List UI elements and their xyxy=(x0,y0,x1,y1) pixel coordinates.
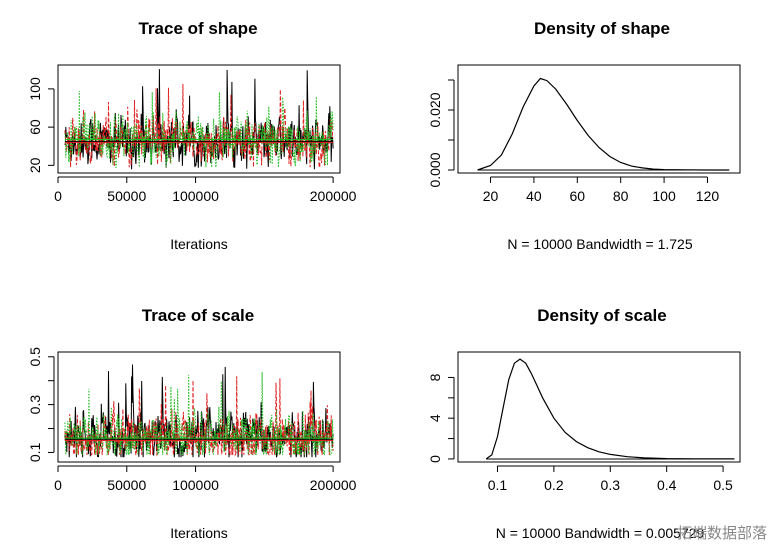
plot-frame xyxy=(457,351,741,463)
y-tick-label: 0.020 xyxy=(427,92,443,127)
x-axis-label: N = 10000 Bandwidth = 0.005729 xyxy=(496,525,705,541)
x-axis-group: 0.1 0.2 0.3 0.4 0.5 xyxy=(488,465,733,493)
y-tick-label: 0 xyxy=(427,455,443,463)
x-axis-label: Iterations xyxy=(170,525,228,541)
plot-frame xyxy=(57,351,341,463)
density-curve xyxy=(477,77,730,171)
chart-title: Trace of scale xyxy=(142,306,254,325)
x-tick-label: 50000 xyxy=(107,188,146,204)
running-mean-group xyxy=(64,437,334,441)
x-tick-label: 200000 xyxy=(310,477,357,493)
trace-series-group xyxy=(64,69,334,170)
y-axis-group: 0.1 0.3 0.5 xyxy=(27,347,55,462)
trace-line xyxy=(64,372,334,457)
y-axis-group: 0 4 8 xyxy=(427,373,455,463)
x-tick-label: 100000 xyxy=(172,188,219,204)
watermark-text: 拓端数据部落 xyxy=(676,524,767,542)
y-tick-label: 0.5 xyxy=(27,347,43,367)
chart-title: Trace of shape xyxy=(138,19,257,38)
density-curve-group xyxy=(477,77,730,171)
running-mean-group xyxy=(64,139,334,143)
x-tick-label: 20 xyxy=(483,188,499,204)
x-tick-label: 40 xyxy=(526,188,542,204)
y-tick-label: 0.000 xyxy=(427,152,443,187)
y-tick-label: 0.1 xyxy=(27,442,43,462)
x-tick-label: 60 xyxy=(570,188,586,204)
y-tick-label: 4 xyxy=(427,414,443,422)
panel-density-shape: Density of shape 20 40 60 80 100 120 0.0000.0… xyxy=(427,19,741,252)
trace-line xyxy=(64,90,334,168)
x-axis-group: 0 50000 100000 200000 xyxy=(54,465,357,493)
chart-title: Density of scale xyxy=(537,306,666,325)
trace-line xyxy=(64,364,334,458)
x-tick-label: 50000 xyxy=(107,477,146,493)
x-tick-label: 0.2 xyxy=(544,477,564,493)
panel-trace-shape: Trace of shape 0 50000 100000 200000 20 60 10… xyxy=(27,19,357,252)
x-axis-group: 0 50000 100000 200000 xyxy=(54,176,357,204)
y-axis-group: 20 60 100 xyxy=(27,77,55,173)
y-axis-group: 0.000 0.020 xyxy=(427,79,455,188)
x-tick-label: 100000 xyxy=(172,477,219,493)
x-axis-label: N = 10000 Bandwidth = 1.725 xyxy=(507,236,692,252)
panel-density-scale: Density of scale 0.1 0.2 0.3 0.4 0.5 0 4 8 N =… xyxy=(427,306,741,541)
chart-title: Density of shape xyxy=(534,19,670,38)
trace-series-group xyxy=(64,364,334,458)
x-tick-label: 0.3 xyxy=(601,477,621,493)
x-tick-label: 100 xyxy=(652,188,676,204)
x-axis-group: 20 40 60 80 100 120 xyxy=(483,176,720,204)
trace-line xyxy=(64,376,334,457)
x-tick-label: 120 xyxy=(696,188,720,204)
x-tick-label: 80 xyxy=(613,188,629,204)
plot-frame xyxy=(457,64,741,174)
x-tick-label: 200000 xyxy=(310,188,357,204)
panel-trace-scale: Trace of scale 0 50000 100000 200000 0.1 0.3… xyxy=(27,306,357,541)
x-tick-label: 0 xyxy=(54,477,62,493)
x-tick-label: 0 xyxy=(54,188,62,204)
y-tick-label: 20 xyxy=(27,157,43,173)
plot-frame xyxy=(57,64,341,174)
y-tick-label: 8 xyxy=(427,373,443,381)
density-curve xyxy=(485,358,735,460)
trace-line xyxy=(64,83,334,168)
density-curve-group xyxy=(485,358,735,460)
y-tick-label: 100 xyxy=(27,77,43,101)
x-tick-label: 0.5 xyxy=(713,477,733,493)
x-axis-label: Iterations xyxy=(170,236,228,252)
x-tick-label: 0.1 xyxy=(488,477,508,493)
y-tick-label: 0.3 xyxy=(27,395,43,415)
x-tick-label: 0.4 xyxy=(657,477,677,493)
y-tick-label: 60 xyxy=(27,119,43,135)
